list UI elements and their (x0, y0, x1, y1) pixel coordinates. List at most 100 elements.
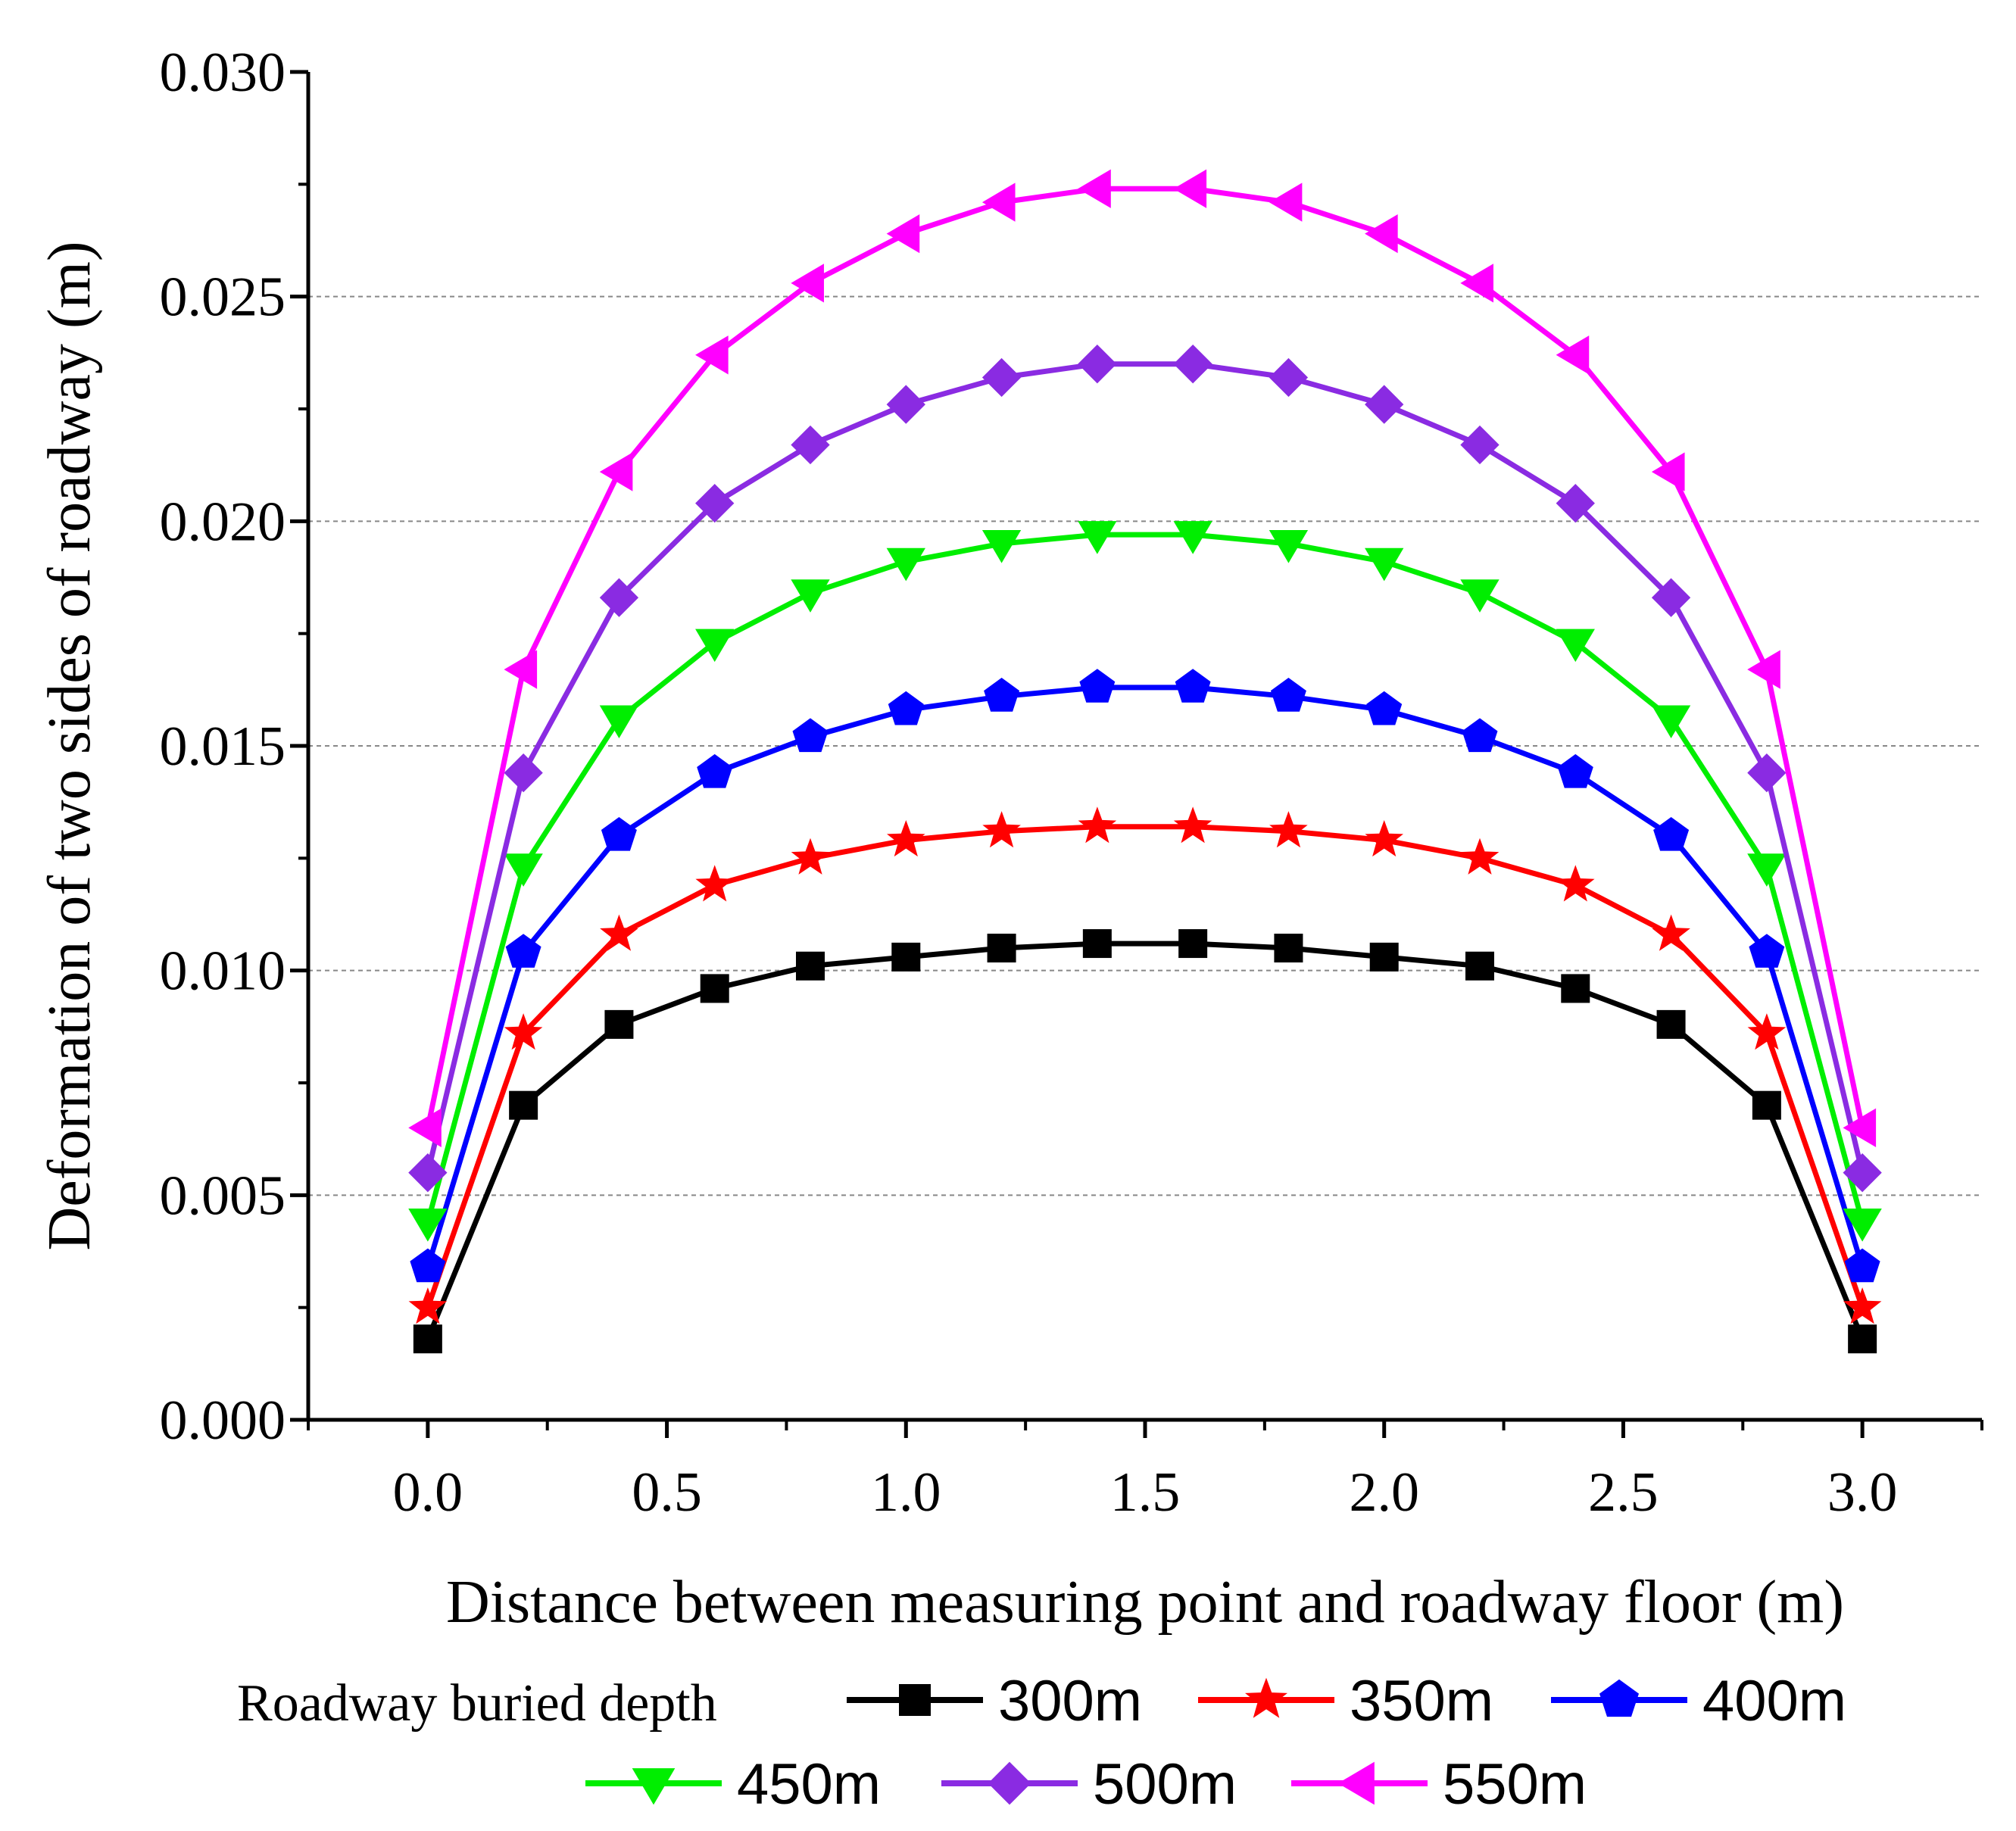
x-tick-label: 1.5 (1110, 1461, 1181, 1524)
data-point-300m (1369, 942, 1399, 972)
data-point-450m (1651, 705, 1691, 739)
data-point-300m (1178, 929, 1208, 959)
legend-marker-350m (1245, 1677, 1287, 1718)
data-point-500m (504, 753, 543, 793)
data-point-450m (886, 547, 925, 582)
data-point-400m (1844, 1248, 1880, 1283)
data-point-300m (1848, 1324, 1877, 1354)
data-point-350m (1173, 806, 1212, 844)
series-line-400m (425, 685, 1865, 1268)
data-point-400m (1749, 934, 1785, 968)
legend-title: Roadway buried depth (237, 1674, 717, 1733)
data-point-450m (1078, 521, 1117, 554)
data-point-400m (505, 934, 541, 968)
data-point-400m (697, 753, 733, 788)
data-point-300m (1752, 1090, 1781, 1120)
data-point-400m (1557, 753, 1593, 788)
y-axis-title: Deformation of two sides of roadway (m) (36, 242, 103, 1251)
data-point-450m (791, 579, 830, 613)
data-point-350m (1365, 820, 1403, 857)
series-350m (408, 806, 1882, 1324)
data-point-300m (987, 934, 1016, 962)
data-point-300m (604, 1009, 634, 1039)
data-point-350m (1460, 838, 1500, 875)
gridlines (308, 295, 1982, 1196)
data-point-500m (1460, 425, 1500, 465)
data-point-550m (695, 335, 729, 375)
data-point-500m (695, 483, 735, 523)
data-point-300m (1274, 934, 1303, 962)
data-point-550m (1747, 650, 1780, 689)
legend-item-350m: 350m (1198, 1669, 1493, 1733)
legend-label-450m: 450m (737, 1752, 881, 1817)
series-550m (408, 169, 1877, 1147)
data-point-550m (981, 182, 1016, 222)
x-axis-title: Distance between measuring point and roa… (446, 1569, 1844, 1636)
data-point-350m (1078, 806, 1117, 844)
data-point-400m (984, 678, 1020, 712)
data-point-500m (1556, 483, 1595, 523)
legend-marker-450m (632, 1768, 676, 1805)
legend-marker-550m (1337, 1761, 1375, 1805)
data-point-350m (1747, 1013, 1787, 1050)
data-point-400m (410, 1248, 446, 1283)
legend-label-550m: 550m (1443, 1752, 1587, 1817)
legend-item-500m: 500m (941, 1752, 1237, 1817)
legend-label-400m: 400m (1702, 1669, 1846, 1733)
data-point-500m (791, 425, 830, 465)
data-point-350m (695, 865, 734, 902)
series-450m (408, 521, 1882, 1242)
data-point-550m (1556, 335, 1590, 375)
data-point-300m (1561, 974, 1590, 1003)
x-tick-label: 2.5 (1588, 1461, 1659, 1524)
data-point-500m (599, 578, 639, 617)
data-point-450m (504, 853, 543, 887)
data-point-400m (1653, 817, 1690, 851)
legend-label-300m: 300m (998, 1669, 1142, 1733)
data-point-350m (504, 1013, 543, 1050)
data-point-350m (887, 820, 925, 857)
y-tick-label: 0.005 (160, 1165, 286, 1227)
data-point-500m (1365, 385, 1404, 424)
data-point-550m (1078, 169, 1111, 208)
data-point-300m (509, 1090, 538, 1120)
data-point-500m (408, 1153, 448, 1193)
y-tick-label: 0.025 (160, 267, 286, 329)
data-point-350m (1556, 865, 1595, 902)
x-tick-label: 0.0 (393, 1461, 463, 1524)
data-point-300m (1465, 951, 1494, 981)
data-point-350m (408, 1287, 448, 1324)
series-line-350m (425, 824, 1865, 1309)
legend-label-350m: 350m (1350, 1669, 1493, 1733)
ticks: 0.000 0.005 0.010 0.015 0.020 0.025 0.030 0.0 0.… (160, 42, 1983, 1524)
data-point-550m (504, 650, 538, 689)
x-tick-label: 2.0 (1349, 1461, 1419, 1524)
data-point-450m (599, 705, 639, 739)
data-point-400m (1366, 691, 1403, 725)
data-point-400m (1462, 718, 1498, 753)
data-point-500m (1078, 345, 1117, 384)
data-point-550m (1460, 264, 1493, 303)
data-point-500m (886, 385, 925, 424)
y-tick-label: 0.030 (160, 42, 286, 104)
data-point-400m (1079, 669, 1116, 703)
data-point-400m (792, 718, 829, 753)
data-point-450m (1747, 853, 1787, 887)
x-tick-label: 3.0 (1827, 1461, 1898, 1524)
legend-item-300m: 300m (847, 1669, 1142, 1733)
data-point-450m (1365, 547, 1404, 582)
data-point-350m (1843, 1287, 1882, 1324)
data-point-550m (1651, 452, 1685, 491)
data-point-450m (1556, 629, 1595, 663)
data-point-500m (1843, 1153, 1882, 1193)
data-point-400m (1270, 678, 1306, 712)
data-point-500m (1269, 357, 1309, 398)
series (408, 169, 1882, 1354)
series-500m (408, 345, 1882, 1193)
legend-item-400m: 400m (1551, 1669, 1846, 1733)
y-tick-label: 0.010 (160, 940, 286, 1003)
series-line-550m (425, 186, 1865, 1129)
legend-label-500m: 500m (1093, 1752, 1237, 1817)
legend-marker-400m (1599, 1679, 1639, 1717)
